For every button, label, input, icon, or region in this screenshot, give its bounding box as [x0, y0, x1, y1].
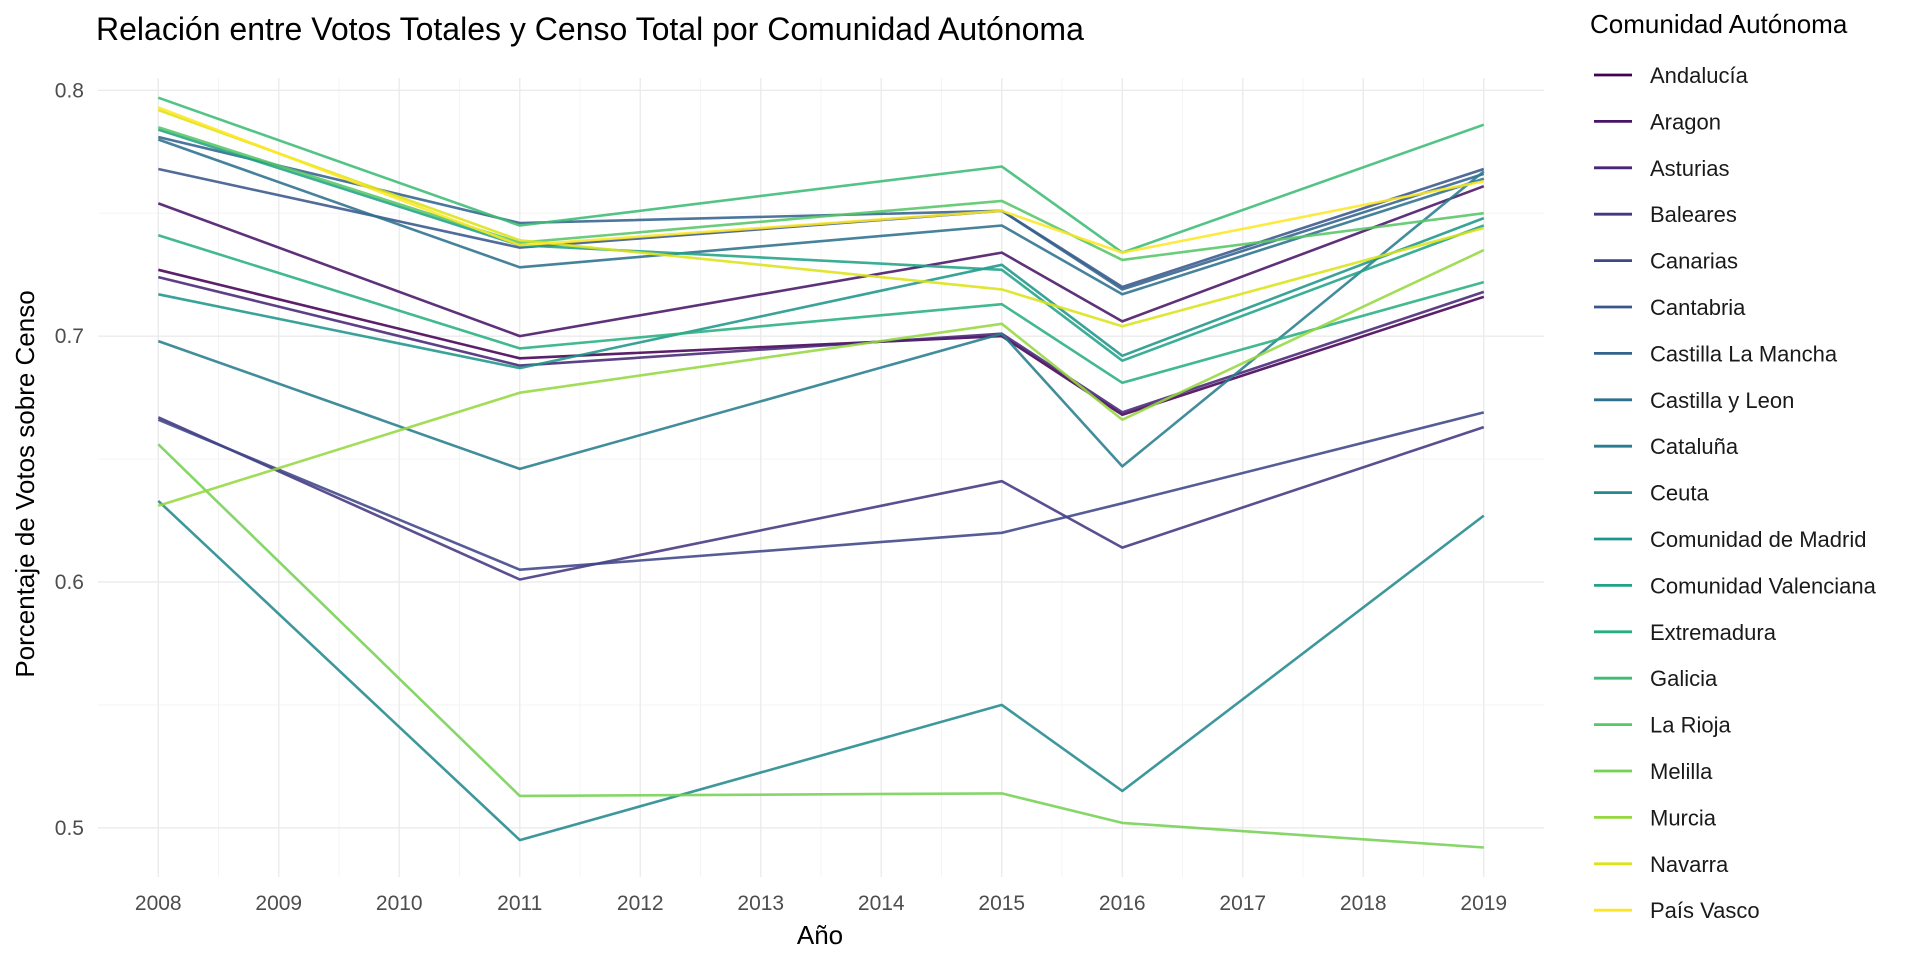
legend-item: Baleares	[1594, 202, 1737, 227]
legend-label: País Vasco	[1650, 898, 1760, 923]
grid	[98, 78, 1544, 877]
series-line-melilla	[157, 443, 1484, 849]
series-line-extremadura	[157, 234, 1485, 385]
legend-label: Andalucía	[1650, 63, 1749, 88]
x-tick-label: 2008	[135, 892, 182, 915]
series-line-comunidad-de-madrid	[158, 216, 1485, 370]
series-line-cataluña	[157, 170, 1485, 471]
y-tick-label: 0.6	[55, 571, 84, 594]
x-tick-label: 2018	[1340, 892, 1387, 915]
series-line-galicia	[157, 96, 1485, 254]
legend-item: Castilla La Mancha	[1594, 341, 1838, 366]
legend-item: La Rioja	[1594, 713, 1731, 738]
legend-title: Comunidad Autónoma	[1590, 9, 1848, 39]
legend-label: Aragon	[1650, 109, 1721, 134]
legend-item: Comunidad Valenciana	[1594, 573, 1877, 598]
x-tick-label: 2011	[497, 892, 542, 915]
series-lines	[157, 96, 1485, 849]
legend-label: Asturias	[1650, 156, 1729, 181]
legend-label: La Rioja	[1650, 713, 1731, 738]
series-line-baleares	[157, 416, 1485, 581]
legend-label: Baleares	[1650, 202, 1737, 227]
legend-item: Castilla y Leon	[1594, 388, 1794, 413]
legend-item: Asturias	[1594, 156, 1729, 181]
legend-item: Aragon	[1594, 109, 1721, 134]
legend-label: Comunidad Valenciana	[1650, 573, 1877, 598]
y-axis-title: Porcentaje de Votos sobre Censo	[10, 290, 40, 677]
series-line-andalucía	[157, 268, 1485, 417]
legend-label: Castilla y Leon	[1650, 388, 1794, 413]
legend-item: Cantabria	[1594, 295, 1746, 320]
y-axis-ticks: 0.5 0.6 0.7 0.8	[55, 79, 84, 840]
series-line-país-vasco	[157, 106, 1485, 254]
series-line-navarra	[157, 108, 1485, 328]
legend-label: Murcia	[1650, 805, 1717, 830]
legend-item: Murcia	[1594, 805, 1717, 830]
series-line-castilla-y-leon	[157, 138, 1485, 296]
legend-label: Extremadura	[1650, 620, 1777, 645]
legend-label: Cantabria	[1650, 295, 1746, 320]
legend-label: Navarra	[1650, 852, 1729, 877]
series-line-murcia	[157, 248, 1485, 508]
x-tick-label: 2017	[1219, 892, 1266, 915]
legend-label: Melilla	[1650, 759, 1713, 784]
series-line-ceuta	[157, 499, 1485, 842]
legend-item: País Vasco	[1594, 898, 1760, 923]
legend-item: Cataluña	[1594, 434, 1739, 459]
series-line-comunidad-valenciana	[157, 128, 1485, 363]
x-tick-label: 2010	[376, 892, 423, 915]
x-tick-label: 2019	[1460, 892, 1507, 915]
legend-label: Ceuta	[1650, 481, 1709, 506]
legend-item: Canarias	[1594, 249, 1738, 274]
legend-item: Melilla	[1594, 759, 1713, 784]
x-tick-label: 2013	[737, 892, 784, 915]
x-tick-label: 2009	[255, 892, 302, 915]
series-line-la-rioja	[157, 125, 1484, 262]
series-line-aragon	[157, 184, 1485, 338]
legend-item: Navarra	[1594, 852, 1729, 877]
legend-label: Castilla La Mancha	[1650, 341, 1838, 366]
legend-item: Ceuta	[1594, 481, 1709, 506]
x-tick-label: 2012	[617, 892, 664, 915]
x-tick-label: 2015	[978, 892, 1025, 915]
legend-item: Comunidad de Madrid	[1594, 527, 1866, 552]
x-tick-label: 2014	[858, 892, 905, 915]
legend-label: Comunidad de Madrid	[1650, 527, 1866, 552]
x-axis-ticks: 2008 2009 2010 2011 2012 2013 2014 2015 2016 2017…	[135, 892, 1507, 915]
series-line-canarias	[157, 411, 1485, 572]
legend-label: Galicia	[1650, 666, 1718, 691]
legend-label: Cataluña	[1650, 434, 1739, 459]
legend-label: Canarias	[1650, 249, 1738, 274]
y-tick-label: 0.7	[55, 325, 84, 348]
y-tick-label: 0.8	[55, 79, 84, 102]
y-tick-label: 0.5	[55, 817, 84, 840]
x-axis-title: Año	[797, 920, 843, 950]
legend-item: Andalucía	[1594, 63, 1749, 88]
x-tick-label: 2016	[1099, 892, 1146, 915]
legend-item: Extremadura	[1594, 620, 1777, 645]
legend: Andalucía Aragon Asturias Baleares Canarias C…	[1594, 63, 1877, 923]
chart-title: Relación entre Votos Totales y Censo Tot…	[96, 11, 1084, 47]
legend-item: Galicia	[1594, 666, 1718, 691]
